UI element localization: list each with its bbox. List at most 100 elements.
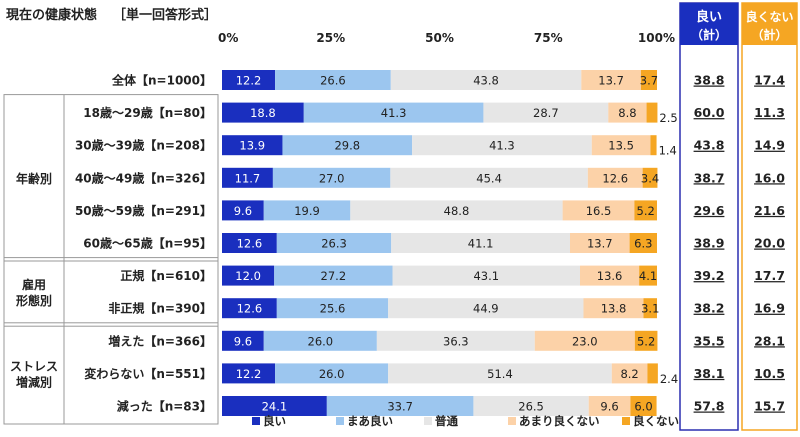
bar-segment xyxy=(391,233,570,253)
bar-segment xyxy=(642,167,658,188)
data-label: 26.5 xyxy=(518,400,544,414)
category-label: 18歳～29歳【n=80】 xyxy=(83,105,212,120)
bar-row: 30歳～39歳【n=208】 13.9 29.8 41.3 13.5 1.4 43.8 14.… xyxy=(75,135,785,158)
good-total-value: 57.8 xyxy=(694,399,725,414)
bar-row: 減った【n=83】 24.1 33.7 26.5 9.6 6.0 57.8 15.7 xyxy=(117,396,785,416)
data-label: 13.7 xyxy=(587,237,613,251)
bar-segment xyxy=(222,396,327,416)
data-label: 12.2 xyxy=(236,367,262,381)
bar-segment xyxy=(390,70,582,90)
bad-total-header-line1: 良くない xyxy=(745,9,793,24)
category-label: 全体【n=1000】 xyxy=(111,73,212,88)
bar-segment xyxy=(629,233,657,253)
data-label: 3.4 xyxy=(641,171,659,185)
bad-total-value: 20.0 xyxy=(754,236,785,251)
bad-total-value: 15.7 xyxy=(754,399,785,414)
bar-row: 40歳～49歳【n=326】 11.7 27.0 45.4 12.6 3.4 38.7 16.… xyxy=(75,167,785,188)
bar-segment xyxy=(412,135,592,156)
good-total-header-bg xyxy=(680,3,738,45)
bar-segment xyxy=(303,102,484,123)
data-label: 12.0 xyxy=(235,269,261,283)
data-label: 12.6 xyxy=(237,237,263,251)
chart-subtitle: ［単一回答形式］ xyxy=(113,7,217,23)
good-total-value: 29.6 xyxy=(694,203,725,218)
data-label: 36.3 xyxy=(443,334,469,348)
data-label: 8.8 xyxy=(618,106,636,120)
category-label: 30歳～39歳【n=208】 xyxy=(75,138,212,153)
good-total-value: 38.7 xyxy=(694,170,725,185)
bar-segment xyxy=(588,396,631,416)
data-label: 9.6 xyxy=(234,204,252,218)
bar-segment xyxy=(534,330,635,351)
bar-segment xyxy=(222,233,277,253)
chart-title: 現在の健康状態 xyxy=(6,7,97,23)
data-label: 28.7 xyxy=(533,106,559,120)
row-group-label: 形態別 xyxy=(16,293,52,308)
bar-segment xyxy=(276,298,389,319)
bar-segment xyxy=(350,200,563,221)
bar-segment xyxy=(376,330,535,351)
bad-total-value: 17.7 xyxy=(754,268,785,283)
bar-segment xyxy=(388,298,584,319)
bar-segment xyxy=(630,396,657,416)
data-label: 6.0 xyxy=(634,400,652,414)
data-label: 26.3 xyxy=(321,237,347,251)
bad-total-header-line2: （計） xyxy=(751,27,787,42)
legend-swatch xyxy=(508,417,516,425)
bar-segment xyxy=(388,363,612,384)
good-total-value: 38.2 xyxy=(694,301,725,316)
data-label: 48.8 xyxy=(444,204,470,218)
legend-swatch xyxy=(424,417,432,425)
row-group-label: ストレス xyxy=(10,359,58,373)
bar-segment xyxy=(275,363,389,384)
bar-segment xyxy=(643,298,657,319)
data-label: 29.8 xyxy=(334,139,360,153)
data-label: 6.3 xyxy=(634,237,652,251)
bar-segment xyxy=(326,396,474,416)
data-label: 8.2 xyxy=(620,367,638,381)
bar-segment xyxy=(222,330,264,351)
bar-segment xyxy=(587,167,643,188)
bar-segment xyxy=(570,233,630,253)
data-label: 3.7 xyxy=(640,74,658,88)
legend: 良い まあ良い 普通 あまり良くない 良くない xyxy=(252,414,679,428)
legend-swatch xyxy=(622,417,630,425)
bar-segment xyxy=(639,265,657,286)
data-label: 5.2 xyxy=(637,334,655,348)
bar-row: 正規【n=610】 12.0 27.2 43.1 13.6 4.1 39.2 17.7 xyxy=(120,265,785,286)
bar-segment xyxy=(646,102,658,123)
x-tick-label: 50% xyxy=(425,31,454,45)
bar-segment xyxy=(390,167,588,188)
category-label: 非正規【n=390】 xyxy=(108,301,212,316)
data-label: 18.8 xyxy=(250,106,276,120)
bar-segment xyxy=(562,200,635,221)
legend-label: 普通 xyxy=(435,414,458,428)
data-label: 25.6 xyxy=(320,302,346,316)
row-group-label: 増減別 xyxy=(16,374,52,389)
category-label: 50歳～59歳【n=291】 xyxy=(75,203,212,218)
bad-total-value: 17.4 xyxy=(754,73,785,88)
category-label: 正規【n=610】 xyxy=(120,268,212,283)
data-label: 13.9 xyxy=(239,139,265,153)
data-label: 4.1 xyxy=(639,269,657,283)
bar-segment xyxy=(640,70,657,90)
row-group-label: 年齢別 xyxy=(16,171,52,186)
good-total-value: 39.2 xyxy=(694,268,725,283)
data-label: 44.9 xyxy=(473,302,499,316)
bad-total-value: 11.3 xyxy=(754,105,785,120)
good-total-value: 60.0 xyxy=(694,105,725,120)
bar-segment xyxy=(272,167,391,188)
bar-row: 50歳～59歳【n=291】 9.6 19.9 48.8 16.5 5.2 29.6 21.6 xyxy=(75,200,785,221)
data-label: 41.1 xyxy=(468,237,494,251)
row-group-label: 雇用 xyxy=(22,277,46,292)
legend-label: 良い xyxy=(263,414,286,428)
good-total-value: 38.9 xyxy=(694,236,725,251)
x-tick-label: 100% xyxy=(638,31,675,45)
bar-row: 全体【n=1000】 12.2 26.6 43.8 13.7 3.7 38.8 17.4 xyxy=(111,70,785,90)
data-label: 3.1 xyxy=(641,302,659,316)
data-label: 23.0 xyxy=(572,334,598,348)
data-label: 2.4 xyxy=(660,372,678,386)
bad-total-value: 28.1 xyxy=(754,333,785,348)
